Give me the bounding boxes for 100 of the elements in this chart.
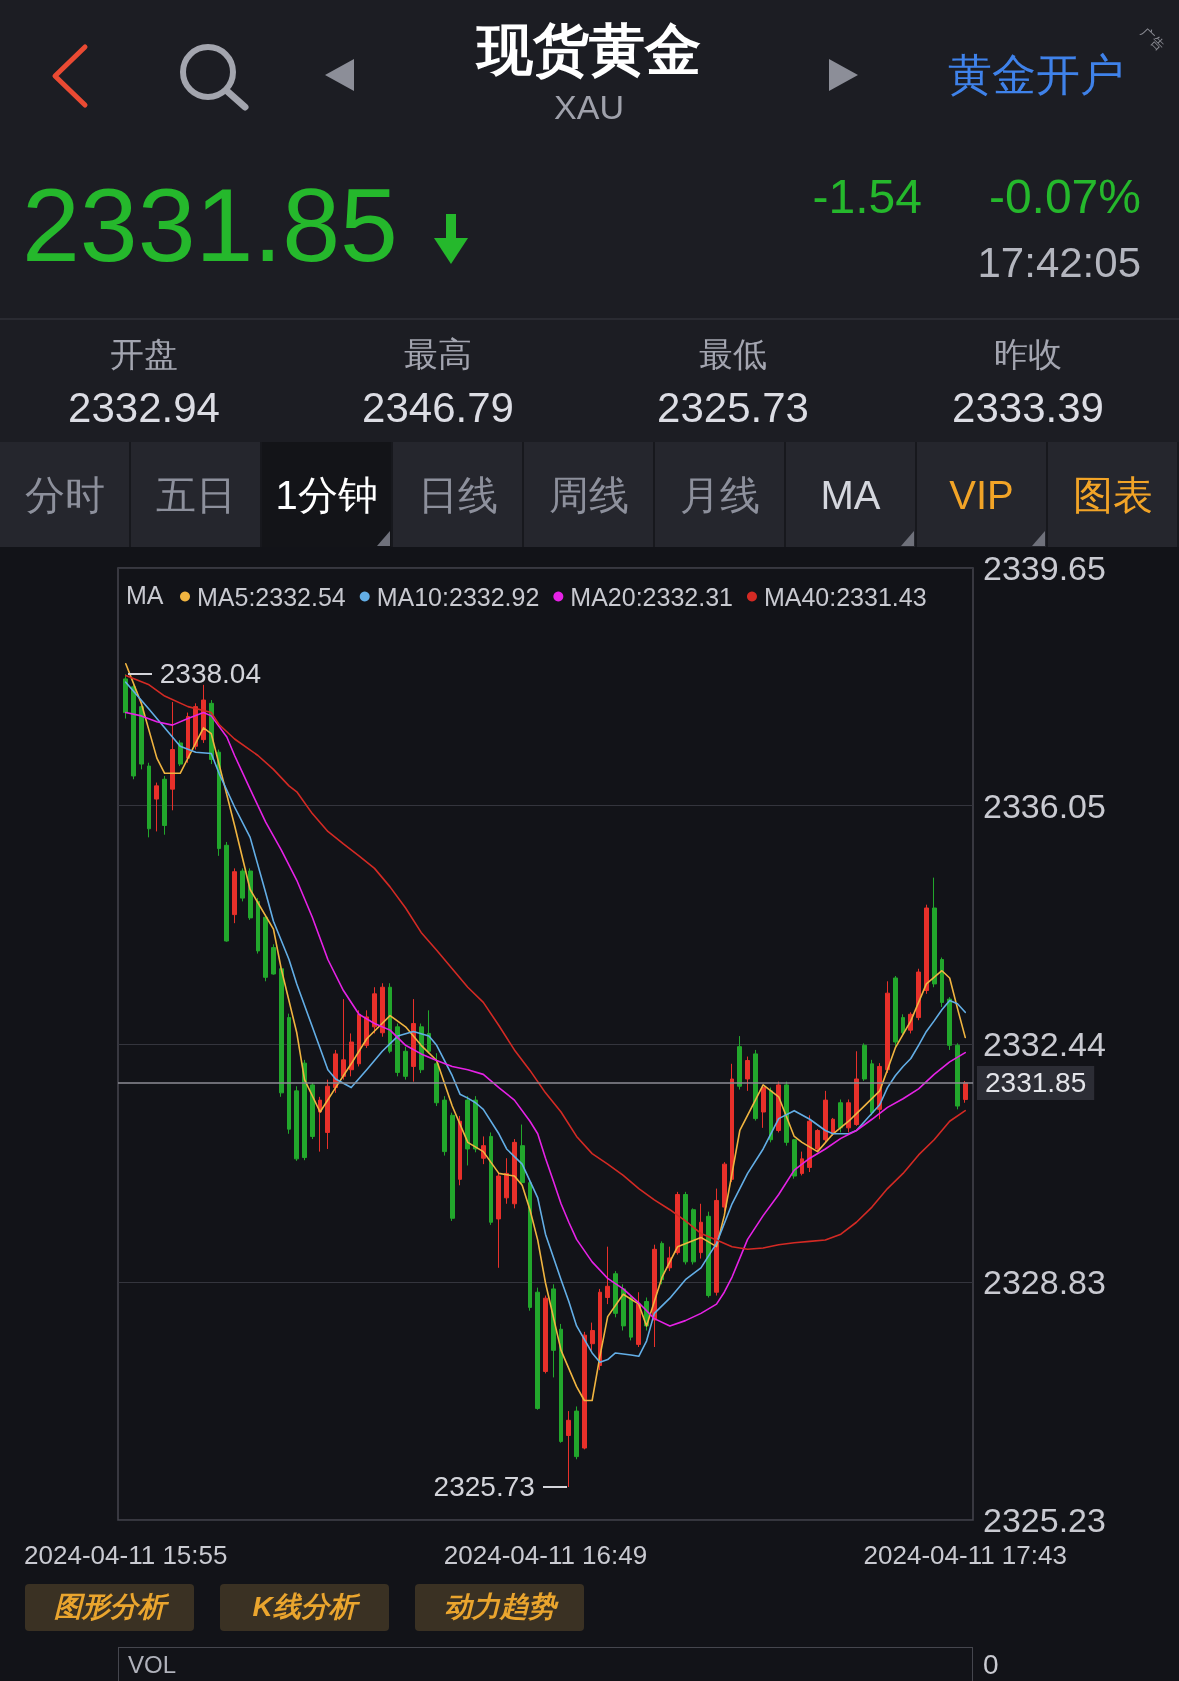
candlestick <box>341 998 346 1081</box>
legend-label: MA10:2332.92 <box>376 582 540 611</box>
candlestick <box>901 1013 905 1036</box>
candlestick <box>357 1009 361 1067</box>
candlestick <box>349 1032 354 1077</box>
x-tick-label: 2024-04-11 16:49 <box>443 1540 648 1570</box>
text: 最高 <box>404 335 472 375</box>
candlestick <box>147 762 151 838</box>
candlestick <box>745 1056 750 1092</box>
candlestick <box>473 1095 478 1153</box>
candlestick <box>123 673 128 720</box>
text: 2331.85 <box>22 166 398 286</box>
candlestick <box>838 1098 843 1133</box>
text: 2332.94 <box>68 383 220 433</box>
candlestick <box>310 1082 315 1140</box>
legend-label: MA40:2331.43 <box>763 582 927 611</box>
candlestick <box>761 1084 766 1129</box>
text: 最低 <box>699 335 767 375</box>
text: 月线 <box>679 472 760 518</box>
candlestick <box>496 1171 501 1269</box>
candlestick <box>162 775 167 836</box>
y-tick-label: 2332.44 <box>983 1025 1106 1063</box>
candlestick <box>737 1035 742 1091</box>
chart-title: 现货黄金 <box>477 17 701 83</box>
candlestick <box>489 1131 493 1226</box>
candlestick <box>699 1203 703 1260</box>
y-tick-label: 2339.65 <box>983 549 1106 587</box>
y-tick-label: 2325.23 <box>983 1501 1106 1539</box>
x-tick-label: 2024-04-11 15:55 <box>24 1540 228 1570</box>
candlestick <box>535 1287 540 1411</box>
candlestick <box>636 1291 641 1348</box>
text: -0.07% <box>988 169 1141 225</box>
candlestick <box>660 1240 664 1285</box>
text: 2346.79 <box>362 383 514 433</box>
candlestick <box>263 914 268 982</box>
candlestick <box>683 1191 688 1265</box>
candlestick <box>730 1063 734 1183</box>
annotation: 2325.73 <box>433 1470 535 1504</box>
text: VOL <box>128 1651 177 1679</box>
text: 日线 <box>417 472 498 518</box>
candlestick <box>893 975 898 1048</box>
text: 2325.73 <box>657 383 809 433</box>
text: 昨收 <box>994 335 1062 375</box>
candlestick <box>512 1138 517 1209</box>
candlestick <box>256 897 260 955</box>
candlestick <box>582 1331 587 1450</box>
text: 2333.39 <box>952 383 1104 433</box>
candlestick <box>240 867 245 902</box>
candlestick <box>675 1191 680 1256</box>
candlestick <box>621 1283 626 1332</box>
legend-label: MA20:2332.31 <box>570 582 733 611</box>
candlestick <box>784 1081 789 1147</box>
candlestick <box>520 1124 525 1186</box>
text: 分时 <box>24 472 105 518</box>
text: 图表 <box>1072 472 1153 518</box>
candlestick <box>442 1095 447 1157</box>
candlestick <box>271 943 276 976</box>
candlestick <box>458 1115 462 1186</box>
candlestick <box>248 867 253 921</box>
candlestick <box>450 1112 455 1222</box>
candlestick <box>955 1042 960 1110</box>
candlestick <box>916 968 921 1021</box>
y-tick-label: 2328.83 <box>983 1263 1106 1302</box>
candlestick <box>792 1138 797 1180</box>
candlestick <box>924 904 929 995</box>
candlestick <box>846 1098 851 1133</box>
candlestick <box>154 782 159 832</box>
candlestick <box>963 1080 968 1104</box>
candlestick <box>706 1211 711 1299</box>
candlestick <box>885 980 890 1074</box>
candlestick <box>380 982 385 1038</box>
candlestick <box>294 1085 299 1162</box>
candlestick <box>823 1090 828 1143</box>
text: 开盘 <box>110 335 178 375</box>
candlestick <box>629 1295 633 1341</box>
annotation: 2338.04 <box>159 658 261 691</box>
candlestick <box>325 1079 330 1150</box>
candlestick <box>714 1188 719 1297</box>
ref-line-label: 2331.85 <box>985 1067 1087 1099</box>
candlestick <box>465 1095 470 1166</box>
text: 广告 <box>1137 24 1168 55</box>
candlestick <box>279 966 284 1098</box>
chart-subtitle: XAU <box>554 88 624 128</box>
text: 17:42:05 <box>977 238 1141 288</box>
candlestick <box>932 877 937 988</box>
text: VIP <box>949 472 1014 518</box>
y-tick-label: 2336.05 <box>983 786 1106 825</box>
text: 0 <box>983 1648 999 1681</box>
candlestick <box>302 1059 307 1161</box>
text: 五日 <box>155 472 236 518</box>
candlestick <box>590 1322 595 1351</box>
candlestick <box>566 1410 571 1488</box>
candlestick <box>287 1013 291 1135</box>
candlestick <box>170 701 175 811</box>
candlestick <box>403 1046 408 1081</box>
text: 1分钟 <box>275 472 378 518</box>
candlestick <box>504 1157 509 1205</box>
candlestick <box>178 739 183 767</box>
candlestick <box>854 1050 859 1127</box>
candlestick <box>559 1323 563 1444</box>
